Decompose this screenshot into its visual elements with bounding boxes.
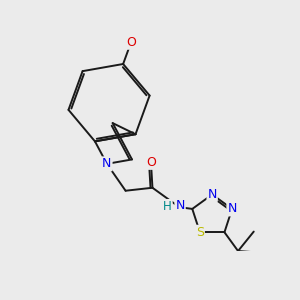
Text: N: N [227,202,237,215]
Text: N: N [208,188,217,201]
Text: N: N [102,158,112,170]
Text: O: O [126,36,136,49]
Text: O: O [146,156,156,169]
Text: S: S [196,226,204,239]
Text: N: N [176,199,185,212]
Text: H: H [163,200,172,213]
